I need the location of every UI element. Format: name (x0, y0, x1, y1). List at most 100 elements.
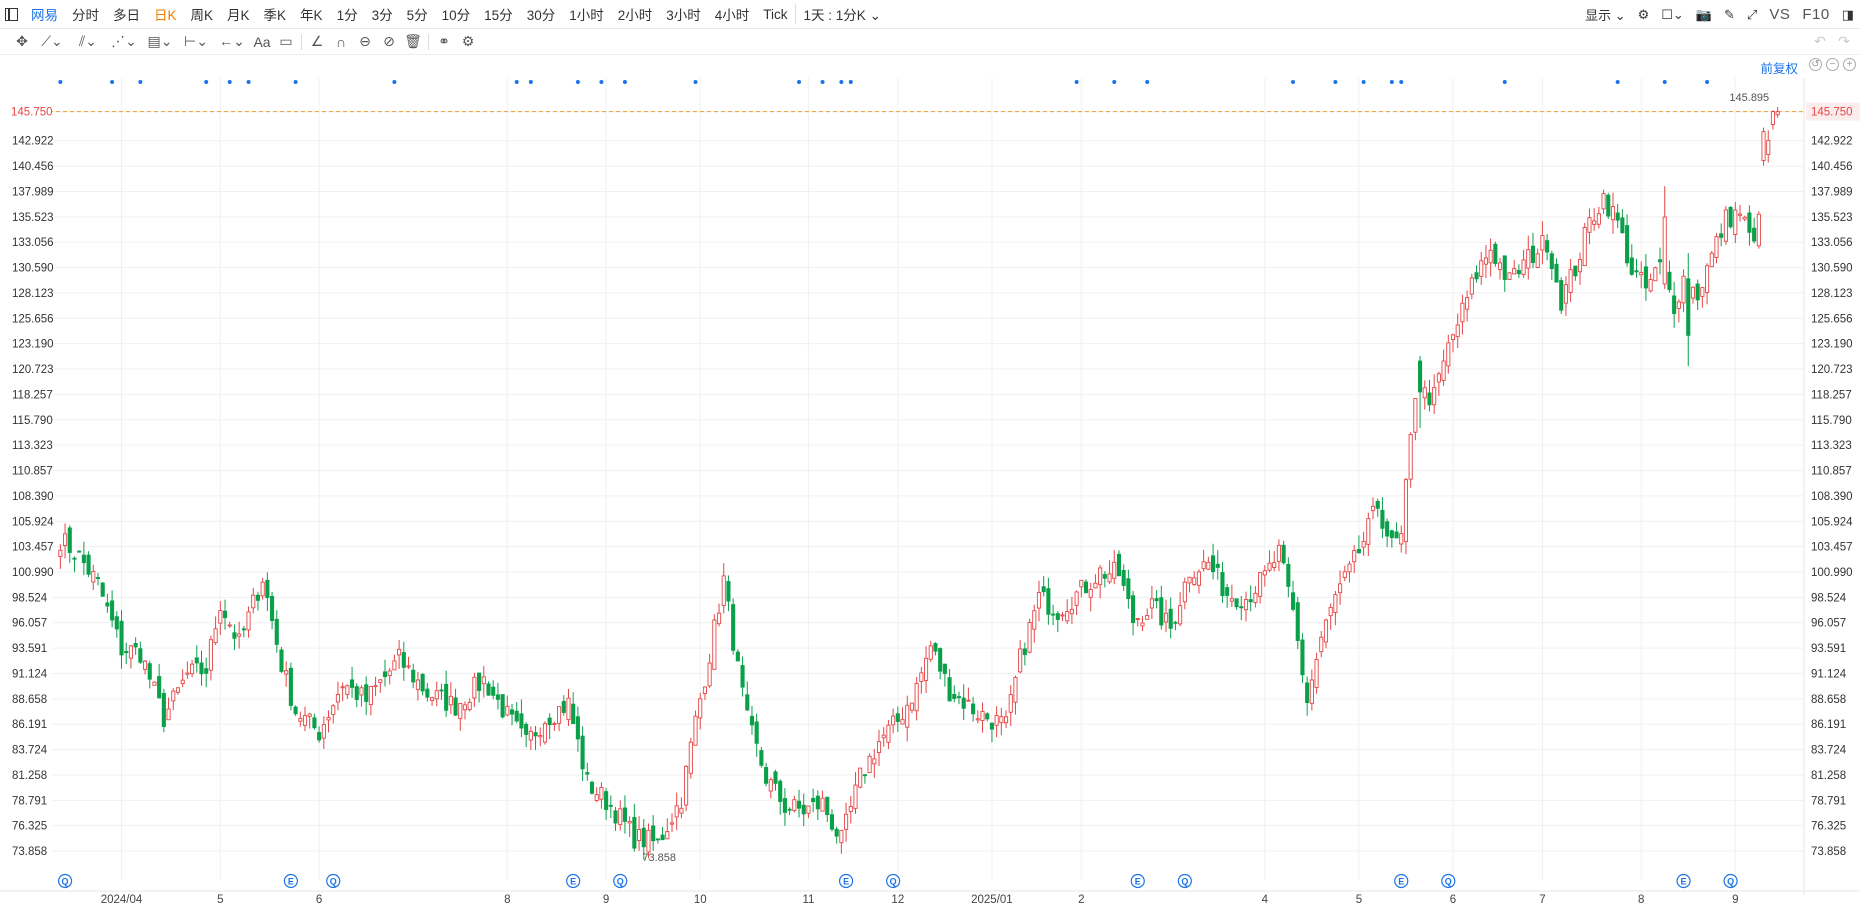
period-tab[interactable]: 1小时 (569, 8, 604, 23)
square-icon[interactable]: ☐⌄ (1661, 6, 1684, 22)
magnet-icon[interactable]: ∩ (335, 33, 347, 50)
candle-body (1192, 577, 1197, 585)
f10-button[interactable]: F10 (1802, 6, 1830, 23)
candle-body (947, 677, 952, 702)
candle-body (1695, 283, 1700, 301)
candle-body (204, 668, 209, 674)
zoom-out-icon[interactable]: − (1826, 58, 1839, 71)
y-tick-label-left: 123.190 (12, 339, 54, 351)
candle-body (373, 685, 378, 688)
lock-icon[interactable]: ⊖ (359, 33, 371, 49)
y-tick-label-right: 125.656 (1811, 313, 1853, 325)
period-tab[interactable]: 分时 (72, 8, 99, 23)
hide-icon[interactable]: ⊘ (383, 33, 395, 49)
kline-select[interactable]: 1天 : 1分K ⌄ (794, 4, 888, 24)
event-dot (1112, 80, 1117, 84)
trash-icon[interactable]: 🗑 (404, 33, 422, 49)
period-tab[interactable]: 1分 (336, 8, 358, 23)
zoom-in-icon[interactable]: + (1843, 58, 1856, 71)
event-dot (293, 80, 298, 84)
candle-body (745, 694, 750, 711)
layout-icon[interactable] (5, 7, 18, 21)
range-tool-icon[interactable]: ⊢⌄ (184, 33, 208, 49)
candle-body (1592, 220, 1597, 225)
quarter-marker-icon (57, 873, 73, 889)
candle-body (589, 781, 595, 794)
top-right-tools: 显示 ⌄ ⚙ ☐⌄ 📷 ✎ ⤢ VS F10 ◨ (1579, 0, 1860, 29)
panel-right-icon[interactable]: ◨ (1841, 6, 1854, 22)
period-tab[interactable]: 5分 (406, 8, 428, 23)
candle-body (1314, 658, 1319, 688)
period-tab[interactable]: 多日 (113, 8, 140, 23)
candle-body (688, 741, 693, 774)
display-menu[interactable]: 显示 ⌄ (1585, 8, 1626, 23)
undo-icon[interactable]: ↶ (1814, 33, 1826, 49)
candle-body (806, 805, 811, 814)
candle-body (1267, 562, 1272, 571)
redo-icon[interactable]: ↷ (1838, 33, 1850, 49)
arrow-tool-icon[interactable]: ←⌄ (219, 33, 245, 49)
candle-body (1013, 677, 1018, 703)
candle-body (415, 679, 420, 690)
candle-body (571, 703, 576, 725)
y-tick-label-left: 137.989 (12, 186, 54, 198)
x-tick-label: 12 (891, 894, 904, 906)
candle-body (1347, 563, 1352, 573)
move-icon[interactable]: ✥ (16, 33, 28, 49)
gear-icon[interactable]: ⚙ (461, 33, 475, 49)
period-tab[interactable]: 30分 (526, 8, 556, 23)
period-tab[interactable]: 年K (300, 8, 323, 23)
period-tab[interactable]: 15分 (484, 8, 513, 23)
candle-body (1742, 216, 1747, 220)
fuquan-button[interactable]: 前复权 (1760, 62, 1798, 76)
candle-body (1305, 682, 1310, 704)
candle-body (773, 771, 778, 784)
candle-body (655, 838, 660, 841)
y-tick-label-left: 140.456 (12, 161, 54, 173)
period-tab[interactable]: 3小时 (666, 8, 701, 23)
text-tool-icon[interactable]: Aa (253, 33, 271, 50)
candle-body (1418, 360, 1423, 393)
candle-body (787, 808, 792, 811)
period-tab[interactable]: 周K (190, 8, 214, 23)
link-icon[interactable]: ⚭ (438, 33, 450, 49)
candle-body (1610, 206, 1616, 221)
line-tool-icon[interactable]: ⟋⌄ (41, 33, 63, 49)
source-tab[interactable]: 网易 (31, 8, 58, 23)
fullscreen-icon[interactable]: ⤢ (1746, 6, 1758, 22)
event-marker-label: Q (1445, 877, 1452, 887)
angle-icon[interactable]: ∠ (310, 33, 324, 49)
candle-body (378, 679, 383, 684)
pencil-icon[interactable]: ✎ (1724, 6, 1735, 22)
candle-body (1060, 614, 1065, 617)
gear-icon[interactable]: ⚙ (1637, 6, 1650, 22)
candle-body (1276, 544, 1281, 562)
candle-body (1036, 592, 1042, 609)
period-tab[interactable]: 季K (263, 8, 287, 23)
period-tab[interactable]: Tick (763, 6, 788, 22)
candle-body (1243, 599, 1249, 611)
period-tab[interactable]: 10分 (441, 8, 471, 23)
comment-icon[interactable]: ▭ (279, 33, 293, 49)
y-tick-label-right: 118.257 (1811, 389, 1852, 401)
candle-body (1018, 648, 1023, 673)
candle-body (1747, 212, 1752, 233)
period-tab[interactable]: 4小时 (714, 8, 750, 23)
candle-body (1455, 324, 1460, 338)
reset-icon[interactable]: ↺ (1809, 58, 1822, 71)
candle-body (1107, 573, 1112, 583)
wave-tool-icon[interactable]: ⋰⌄ (111, 33, 137, 49)
channel-tool-icon[interactable]: ⫽⌄ (79, 33, 97, 49)
candle-body (684, 765, 689, 806)
candle-body (1352, 550, 1357, 563)
period-tab[interactable]: 2小时 (617, 8, 653, 23)
camera-icon[interactable]: 📷 (1695, 6, 1713, 22)
period-tab[interactable]: 月K (227, 8, 250, 23)
period-tab[interactable]: 3分 (371, 8, 393, 23)
candle-body (919, 672, 924, 682)
quarter-marker-icon (613, 873, 628, 889)
vs-button[interactable]: VS (1769, 6, 1791, 23)
fib-tool-icon[interactable]: ▤⌄ (147, 33, 173, 49)
period-tab-active[interactable]: 日K (154, 8, 177, 23)
